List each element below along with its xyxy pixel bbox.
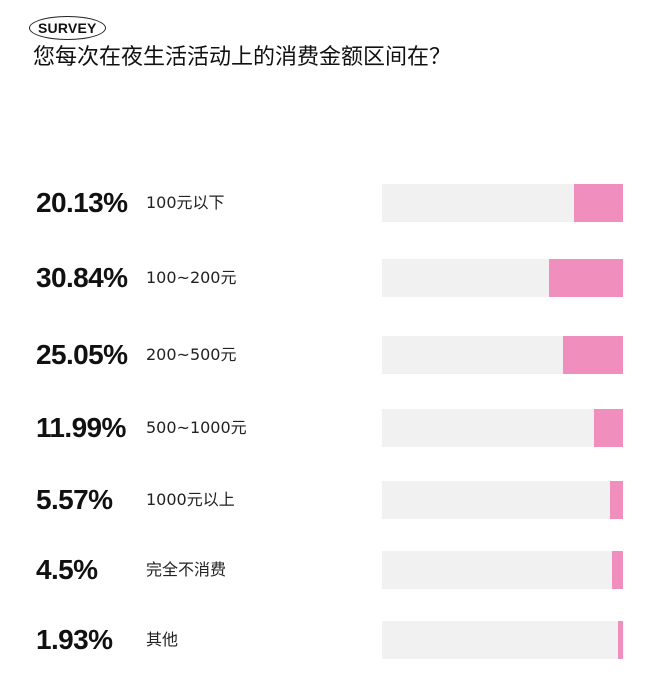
percent-label: 11.99% — [36, 412, 126, 443]
category-label: 100元以下 — [146, 193, 225, 212]
bar-row: 25.05% 200~500元 — [0, 336, 660, 374]
bar-row: 4.5% 完全不消费 — [0, 551, 660, 589]
bar-fill — [549, 259, 623, 297]
bar-fill — [610, 481, 623, 519]
bar-fill — [574, 184, 623, 222]
percent-label: 30.84% — [36, 262, 128, 293]
category-label: 其他 — [146, 630, 179, 649]
survey-badge: SURVEY — [29, 16, 106, 40]
percent-label: 1.93% — [36, 624, 113, 655]
category-label: 1000元以上 — [146, 490, 235, 509]
bar-fill — [563, 336, 623, 374]
bar-track — [382, 551, 623, 589]
category-label: 完全不消费 — [146, 560, 227, 579]
bar-track — [382, 481, 623, 519]
percent-label: 5.57% — [36, 484, 113, 515]
bar-track — [382, 184, 623, 222]
percent-label: 20.13% — [36, 187, 128, 218]
bar-row: 20.13% 100元以下 — [0, 184, 660, 222]
bar-track — [382, 336, 623, 374]
percent-label: 25.05% — [36, 339, 128, 370]
bar-track — [382, 621, 623, 659]
category-label: 200~500元 — [146, 345, 237, 364]
category-label: 500~1000元 — [146, 418, 247, 437]
bar-fill — [612, 551, 623, 589]
bar-row: 1.93% 其他 — [0, 621, 660, 659]
page-title: 您每次在夜生活活动上的消费金额区间在？ — [33, 45, 452, 70]
bar-track — [382, 259, 623, 297]
bar-fill — [618, 621, 623, 659]
bar-row: 5.57% 1000元以上 — [0, 481, 660, 519]
bar-row: 30.84% 100~200元 — [0, 259, 660, 297]
bar-track — [382, 409, 623, 447]
bar-row: 11.99% 500~1000元 — [0, 409, 660, 447]
category-label: 100~200元 — [146, 268, 237, 287]
bar-fill — [594, 409, 623, 447]
percent-label: 4.5% — [36, 554, 98, 585]
